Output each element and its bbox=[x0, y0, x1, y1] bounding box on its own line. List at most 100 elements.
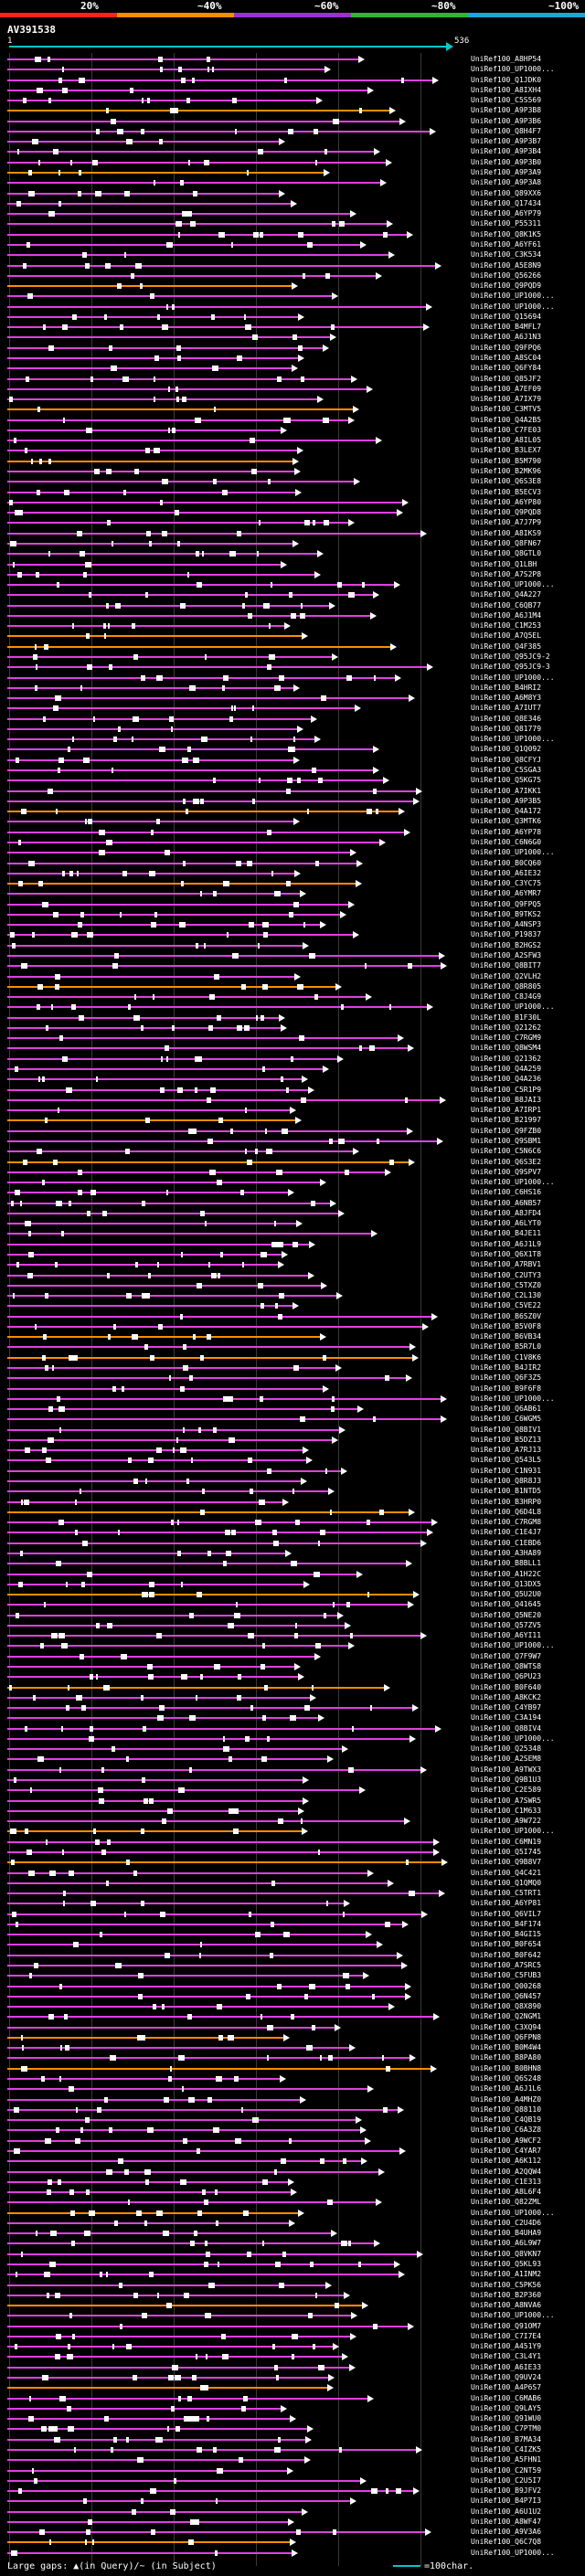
hit-accession[interactable]: UniRef100_Q9SPV7 bbox=[471, 1167, 542, 1176]
hit-accession[interactable]: UniRef100_A6M8Y3 bbox=[471, 694, 542, 703]
hit-accession[interactable]: UniRef100_Q9B8V7 bbox=[471, 1858, 542, 1867]
hit-accession[interactable]: UniRef100_A7RJ13 bbox=[471, 1446, 542, 1455]
hit-accession[interactable]: UniRef100_Q8GTL0 bbox=[471, 549, 542, 558]
hit-accession[interactable]: UniRef100_B4MFL7 bbox=[471, 323, 542, 332]
hit-accession[interactable]: UniRef100_C2L130 bbox=[471, 1291, 542, 1300]
hit-accession[interactable]: UniRef100_B4JIR2 bbox=[471, 1363, 542, 1373]
hit-accession[interactable]: UniRef100_Q1Q092 bbox=[471, 745, 542, 754]
hit-accession[interactable]: UniRef100_A6J1L6 bbox=[471, 2084, 542, 2094]
hit-accession[interactable]: UniRef100_Q5I745 bbox=[471, 1847, 542, 1856]
hit-accession[interactable]: UniRef100_C7I7E4 bbox=[471, 2331, 542, 2340]
hit-accession[interactable]: UniRef100_A5FHN1 bbox=[471, 2455, 542, 2465]
hit-accession[interactable]: UniRef100_A9P3B8 bbox=[471, 106, 542, 115]
hit-accession[interactable]: UniRef100_C6MN19 bbox=[471, 1837, 542, 1846]
hit-accession[interactable]: UniRef100_A4NSP3 bbox=[471, 920, 542, 929]
hit-accession[interactable]: UniRef100_B21997 bbox=[471, 1116, 542, 1125]
hit-accession[interactable]: UniRef100_A9WCF2 bbox=[471, 2136, 542, 2145]
hit-accession[interactable]: UniRef100_UP1000... bbox=[471, 1733, 555, 1743]
hit-accession[interactable]: UniRef100_A6J1N3 bbox=[471, 333, 542, 342]
hit-accession[interactable]: UniRef100_A9V3A6 bbox=[471, 2528, 542, 2537]
hit-accession[interactable]: UniRef100_C2U4D6 bbox=[471, 2218, 542, 2227]
hit-accession[interactable]: UniRef100_C1EBD6 bbox=[471, 1538, 542, 1547]
hit-accession[interactable]: UniRef100_Q8CFYJ bbox=[471, 755, 542, 764]
hit-accession[interactable]: UniRef100_Q88110 bbox=[471, 2104, 542, 2114]
hit-accession[interactable]: UniRef100_A451Y9 bbox=[471, 2342, 542, 2351]
hit-accession[interactable]: UniRef100_A9TWX3 bbox=[471, 1765, 542, 1774]
hit-accession[interactable]: UniRef100_B0F654 bbox=[471, 1940, 542, 1949]
hit-accession[interactable]: UniRef100_Q5KL93 bbox=[471, 2260, 542, 2268]
hit-accession[interactable]: UniRef100_UP1000... bbox=[471, 302, 555, 311]
hit-accession[interactable]: UniRef100_A6NB57 bbox=[471, 1198, 542, 1207]
hit-accession[interactable]: UniRef100_A6L9W7 bbox=[471, 2239, 542, 2248]
hit-accession[interactable]: UniRef100_Q6X1T8 bbox=[471, 1249, 542, 1258]
hit-accession[interactable]: UniRef100_Q4A172 bbox=[471, 807, 542, 816]
hit-accession[interactable]: UniRef100_C5R1P9 bbox=[471, 1085, 542, 1094]
hit-accession[interactable]: UniRef100_C6HS16 bbox=[471, 1188, 542, 1197]
hit-accession[interactable]: UniRef100_Q9PQD9 bbox=[471, 281, 542, 291]
hit-accession[interactable]: UniRef100_Q2NGM1 bbox=[471, 2012, 542, 2021]
hit-accession[interactable]: UniRef100_C2UTY3 bbox=[471, 1270, 542, 1279]
hit-accession[interactable]: UniRef100_C6QB77 bbox=[471, 600, 542, 610]
hit-accession[interactable]: UniRef100_A9P3B5 bbox=[471, 796, 542, 805]
hit-accession[interactable]: UniRef100_Q13DX5 bbox=[471, 1579, 542, 1588]
hit-accession[interactable]: UniRef100_C3MTV5 bbox=[471, 405, 542, 414]
hit-accession[interactable]: UniRef100_B0BHN8 bbox=[471, 2063, 542, 2072]
hit-accession[interactable]: UniRef100_Q8K1K5 bbox=[471, 229, 542, 239]
hit-accession[interactable]: UniRef100_A7SWR5 bbox=[471, 1796, 542, 1805]
hit-accession[interactable]: UniRef100_A7SRC5 bbox=[471, 1961, 542, 1969]
hit-accession[interactable]: UniRef100_B6SZ0V bbox=[471, 1311, 542, 1320]
hit-accession[interactable]: UniRef100_B0F640 bbox=[471, 1682, 542, 1691]
hit-accession[interactable]: UniRef100_C1E4J7 bbox=[471, 1528, 542, 1537]
hit-accession[interactable]: UniRef100_A8JFD4 bbox=[471, 1208, 542, 1217]
hit-accession[interactable]: UniRef100_Q4A2B5 bbox=[471, 415, 542, 424]
hit-accession[interactable]: UniRef100_C7FE03 bbox=[471, 425, 542, 434]
hit-accession[interactable]: UniRef100_C3YC75 bbox=[471, 879, 542, 888]
hit-accession[interactable]: UniRef100_A5E8N9 bbox=[471, 260, 542, 270]
hit-accession[interactable]: UniRef100_Q8E346 bbox=[471, 714, 542, 723]
hit-accession[interactable]: UniRef100_Q89XX6 bbox=[471, 188, 542, 197]
hit-accession[interactable]: UniRef100_B0F642 bbox=[471, 1950, 542, 1959]
hit-accession[interactable]: UniRef100_Q85JF2 bbox=[471, 374, 542, 383]
hit-accession[interactable]: UniRef100_A9P3B6 bbox=[471, 116, 542, 125]
hit-accession[interactable]: UniRef100_C5S569 bbox=[471, 96, 542, 105]
hit-accession[interactable]: UniRef100_A7EF09 bbox=[471, 384, 542, 393]
hit-accession[interactable]: UniRef100_Q95JC9-3 bbox=[471, 663, 550, 672]
hit-accession[interactable]: UniRef100_UP1000... bbox=[471, 848, 555, 857]
hit-accession[interactable]: UniRef100_Q4A259 bbox=[471, 1065, 542, 1074]
hit-accession[interactable]: UniRef100_Q4F385 bbox=[471, 641, 542, 651]
hit-accession[interactable]: UniRef100_UP1000... bbox=[471, 1641, 555, 1650]
hit-accession[interactable]: UniRef100_Q9FPQ5 bbox=[471, 899, 542, 908]
hit-accession[interactable]: UniRef100_A7IX79 bbox=[471, 395, 542, 404]
hit-accession[interactable]: UniRef100_C6MAB6 bbox=[471, 2393, 542, 2402]
hit-accession[interactable]: UniRef100_A8SC04 bbox=[471, 353, 542, 362]
hit-accession[interactable]: UniRef100_B1NTD5 bbox=[471, 1487, 542, 1496]
hit-accession[interactable]: UniRef100_Q56266 bbox=[471, 270, 542, 280]
hit-accession[interactable]: UniRef100_A8IKS9 bbox=[471, 528, 542, 537]
hit-accession[interactable]: UniRef100_A9P3A9 bbox=[471, 168, 542, 177]
hit-accession[interactable]: UniRef100_C6WGM5 bbox=[471, 1415, 542, 1424]
hit-accession[interactable]: UniRef100_Q17434 bbox=[471, 198, 542, 207]
hit-accession[interactable]: UniRef100_UP1000... bbox=[471, 580, 555, 589]
hit-accession[interactable]: UniRef100_A2QQW4 bbox=[471, 2167, 542, 2176]
hit-accession[interactable]: UniRef100_C6N6G0 bbox=[471, 837, 542, 846]
hit-accession[interactable]: UniRef100_UP1000... bbox=[471, 2548, 555, 2557]
hit-accession[interactable]: UniRef100_C1M633 bbox=[471, 1806, 542, 1815]
hit-accession[interactable]: UniRef100_Q21362 bbox=[471, 1054, 542, 1063]
hit-accession[interactable]: UniRef100_B8JAI3 bbox=[471, 1095, 542, 1104]
hit-accession[interactable]: UniRef100_P55311 bbox=[471, 219, 542, 228]
hit-accession[interactable]: UniRef100_A7IUT7 bbox=[471, 704, 542, 713]
hit-accession[interactable]: UniRef100_A1INM2 bbox=[471, 2270, 542, 2279]
hit-accession[interactable]: UniRef100_A9P3B7 bbox=[471, 137, 542, 146]
hit-accession[interactable]: UniRef100_C1M253 bbox=[471, 621, 542, 631]
hit-accession[interactable]: UniRef100_B8PA80 bbox=[471, 2053, 542, 2062]
hit-accession[interactable]: UniRef100_Q82ZML bbox=[471, 2198, 542, 2207]
hit-accession[interactable]: UniRef100_Q8R805 bbox=[471, 981, 542, 991]
hit-accession[interactable]: UniRef100_Q8WTS8 bbox=[471, 1662, 542, 1670]
hit-accession[interactable]: UniRef100_A8L6F4 bbox=[471, 2188, 542, 2197]
hit-accession[interactable]: UniRef100_Q9UV24 bbox=[471, 2373, 542, 2382]
hit-accession[interactable]: UniRef100_Q6PU23 bbox=[471, 1672, 542, 1681]
hit-accession[interactable]: UniRef100_C4YAR7 bbox=[471, 2146, 542, 2155]
hit-accession[interactable]: UniRef100_Q6VIL7 bbox=[471, 1909, 542, 1918]
hit-accession[interactable]: UniRef100_A8KCK2 bbox=[471, 1692, 542, 1701]
hit-accession[interactable]: UniRef100_Q6D4L8 bbox=[471, 1507, 542, 1516]
